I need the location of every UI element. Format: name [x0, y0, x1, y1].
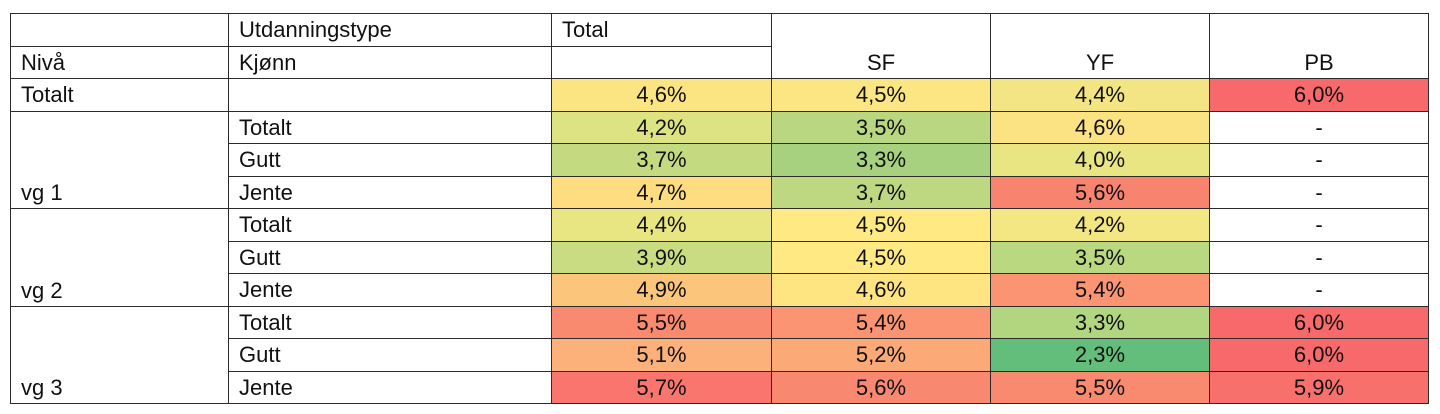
cell-yf: 4,6% — [990, 110, 1210, 144]
cell-pb: - — [1209, 110, 1429, 144]
cell-sf: 4,6% — [771, 273, 991, 307]
gender-label: Jente — [228, 370, 552, 404]
table-row: vg 1 Totalt 4,2% 3,5% 4,6% - — [10, 110, 1429, 209]
cell-pb: - — [1209, 273, 1429, 307]
header-total-blank — [551, 45, 772, 79]
row-label-totalt: Totalt — [10, 78, 229, 112]
gender-label: Jente — [228, 175, 552, 209]
cell-total: 4,4% — [551, 208, 772, 242]
cell-sf: 3,7% — [771, 175, 991, 209]
table-row: Gutt 3,7% 3,3% 4,0% - — [11, 143, 1429, 177]
cell-sf: 4,5% — [771, 78, 991, 112]
cell-pb: 5,9% — [1209, 370, 1429, 404]
gender-label: Gutt — [228, 338, 552, 372]
cell-yf: 5,4% — [990, 273, 1210, 307]
cell-pb: 6,0% — [1209, 305, 1429, 339]
gender-label: Gutt — [228, 240, 552, 274]
table-row: vg 3 Totalt 5,5% 5,4% 3,3% 6,0% — [10, 305, 1429, 404]
cell-total: 3,9% — [551, 240, 772, 274]
cell-yf: 3,3% — [990, 305, 1210, 339]
cell-pb: - — [1209, 208, 1429, 242]
cell-sf: 5,4% — [771, 305, 991, 339]
header-row-2: Nivå Kjønn — [10, 45, 1429, 79]
table-row: Jente 5,7% 5,6% 5,5% 5,9% — [11, 370, 1429, 404]
cell-yf: 4,2% — [990, 208, 1210, 242]
level-label-vg1: vg 1 — [10, 110, 229, 209]
cell-yf: 4,0% — [990, 143, 1210, 177]
cell-sf: 3,5% — [771, 110, 991, 144]
table-row: Jente 4,9% 4,6% 5,4% - — [11, 273, 1429, 307]
level-label-vg2: vg 2 — [10, 208, 229, 307]
cell-sf: 5,2% — [771, 338, 991, 372]
cell-yf: 3,5% — [990, 240, 1210, 274]
gender-label: Totalt — [228, 208, 552, 242]
header-yf: YF — [990, 13, 1210, 79]
data-table: Utdanningstype Total SF YF PB Nivå Kjønn… — [10, 13, 1429, 404]
cell-total: 5,5% — [551, 305, 772, 339]
cell-yf: 2,3% — [990, 338, 1210, 372]
cell-yf: 4,4% — [990, 78, 1210, 112]
table-row: Gutt 3,9% 4,5% 3,5% - — [11, 240, 1429, 274]
cell-pb: - — [1209, 175, 1429, 209]
cell-total: 5,1% — [551, 338, 772, 372]
cell-total: 4,9% — [551, 273, 772, 307]
header-corner — [10, 13, 229, 46]
header-total: Total — [551, 13, 772, 47]
cell-total: 5,7% — [551, 370, 772, 404]
header-sf: SF — [771, 13, 991, 79]
cell-sf: 3,3% — [771, 143, 991, 177]
cell-yf: 5,5% — [990, 370, 1210, 404]
table-row: vg 2 Totalt 4,4% 4,5% 4,2% - — [10, 208, 1429, 307]
table-row: Jente 4,7% 3,7% 5,6% - — [11, 175, 1429, 209]
cell-total: 4,2% — [551, 110, 772, 144]
cell-pb: - — [1209, 143, 1429, 177]
cell-sf: 4,5% — [771, 240, 991, 274]
gender-label: Gutt — [228, 143, 552, 177]
cell-total: 3,7% — [551, 143, 772, 177]
cell-pb: 6,0% — [1209, 78, 1429, 112]
cell-sf: 5,6% — [771, 370, 991, 404]
header-kjonn: Kjønn — [228, 45, 552, 79]
row-gender-blank — [228, 78, 552, 112]
cell-sf: 4,5% — [771, 208, 991, 242]
gender-label: Totalt — [228, 110, 552, 144]
gender-label: Jente — [228, 273, 552, 307]
cell-pb: - — [1209, 240, 1429, 274]
level-label-vg3: vg 3 — [10, 305, 229, 404]
gender-label: Totalt — [228, 305, 552, 339]
cell-total: 4,6% — [551, 78, 772, 112]
header-utdanningstype: Utdanningstype — [228, 13, 552, 47]
header-niva: Nivå — [10, 45, 229, 79]
cell-yf: 5,6% — [990, 175, 1210, 209]
cell-total: 4,7% — [551, 175, 772, 209]
table-row-totalt: Totalt 4,6% 4,5% 4,4% 6,0% — [10, 78, 1429, 112]
header-row-1: Utdanningstype Total SF YF PB — [10, 13, 1429, 79]
header-pb: PB — [1209, 13, 1429, 79]
cell-pb: 6,0% — [1209, 338, 1429, 372]
